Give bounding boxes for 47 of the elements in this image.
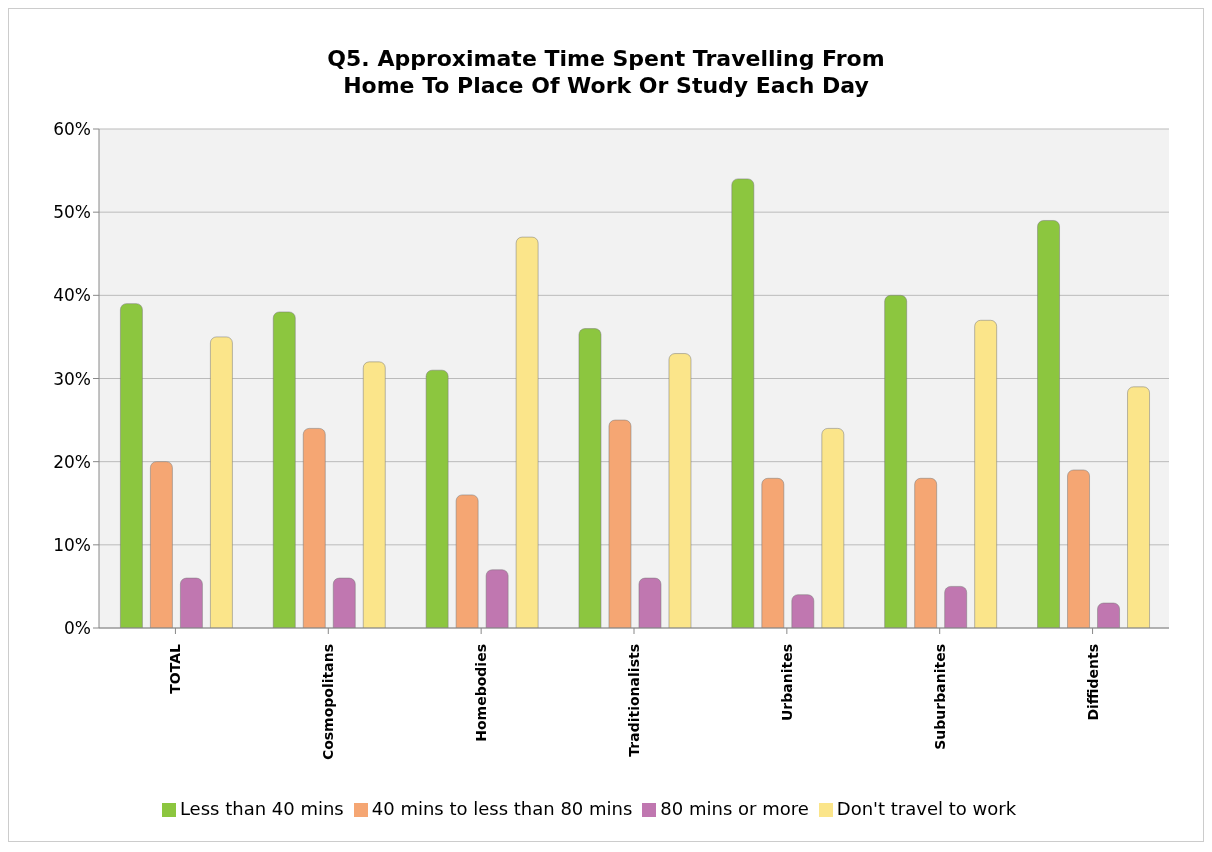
y-tick-label: 40% xyxy=(53,285,91,306)
bar xyxy=(761,478,785,628)
bar xyxy=(731,178,755,628)
x-tick-label: Cosmopolitans xyxy=(320,644,337,761)
bar xyxy=(821,428,845,628)
bar xyxy=(884,295,907,628)
bar xyxy=(273,311,296,628)
x-tick-label: Diffidents xyxy=(1084,644,1101,721)
legend-label: Less than 40 mins xyxy=(179,798,344,819)
bar xyxy=(1067,469,1090,628)
bar xyxy=(608,419,632,628)
bar xyxy=(1127,386,1150,628)
bar xyxy=(974,320,997,628)
bar xyxy=(455,494,479,628)
y-tick-label: 50% xyxy=(53,202,91,223)
bar xyxy=(363,361,386,628)
bar xyxy=(210,336,233,628)
bar xyxy=(515,236,539,628)
x-tick-label: Homebodies xyxy=(473,644,490,742)
bar xyxy=(1037,220,1060,628)
bar xyxy=(914,478,937,628)
legend-label: 80 mins or more xyxy=(660,798,809,819)
y-tick-label: 20% xyxy=(53,451,91,472)
x-tick-label: Urbanites xyxy=(778,644,795,722)
bar xyxy=(578,328,602,628)
bar xyxy=(638,577,662,628)
y-tick-label: 60% xyxy=(53,119,91,140)
y-tick-label: 10% xyxy=(53,534,91,555)
bar xyxy=(425,369,449,628)
bar xyxy=(791,594,815,628)
bar xyxy=(485,569,509,628)
y-tick-label: 0% xyxy=(64,618,91,639)
bar xyxy=(180,577,203,628)
legend-label: 40 mins to less than 80 mins xyxy=(371,798,633,819)
bar xyxy=(120,303,143,628)
legend-label: Don't travel to work xyxy=(836,798,1017,819)
bar xyxy=(150,461,173,628)
bar xyxy=(944,586,967,628)
x-tick-label: Suburbanites xyxy=(931,644,948,750)
bar xyxy=(303,428,326,628)
y-tick-label: 30% xyxy=(53,368,91,389)
x-tick-label: TOTAL xyxy=(167,643,184,694)
x-tick-label: Traditionalists xyxy=(626,644,642,757)
chart-title: Q5. Approximate Time Spent Travelling From Home To Place Of Work Or Study Each Day xyxy=(326,45,886,99)
bar xyxy=(668,353,692,628)
bar xyxy=(1097,602,1120,628)
bar xyxy=(333,577,356,628)
